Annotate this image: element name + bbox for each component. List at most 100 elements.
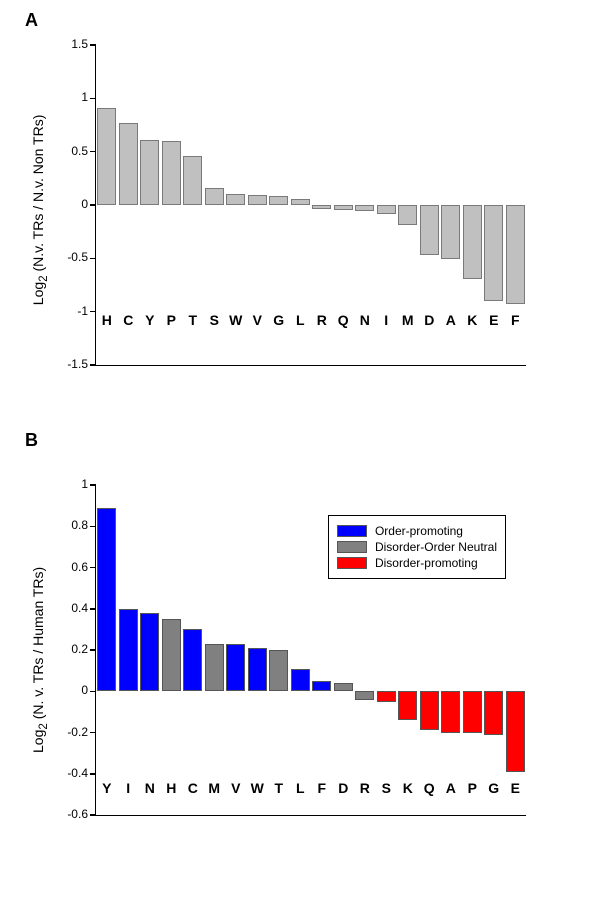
bar: [140, 613, 159, 691]
bar: [420, 691, 439, 730]
ytick-label: 0.5: [48, 144, 88, 158]
bar: [205, 644, 224, 691]
ytick-label: 0.2: [48, 642, 88, 656]
bar: [248, 195, 267, 205]
legend-label: Disorder-promoting: [375, 556, 478, 570]
category-label: E: [483, 312, 505, 328]
ytick-label: 0.4: [48, 601, 88, 615]
bar: [140, 140, 159, 205]
ytick: [90, 204, 96, 206]
category-label: R: [311, 312, 333, 328]
category-label: C: [182, 780, 204, 796]
ytick-label: 0: [48, 683, 88, 697]
ytick: [90, 814, 96, 816]
ytick-label: -0.6: [48, 807, 88, 821]
chart-a: Log2 (N.v. TRs / N.v. Non TRs) -1.5-1-0.…: [0, 20, 600, 400]
category-label: H: [161, 780, 183, 796]
bar: [334, 683, 353, 691]
category-label: T: [182, 312, 204, 328]
category-label: E: [505, 780, 527, 796]
bar: [420, 205, 439, 255]
ytick: [90, 526, 96, 528]
category-label: G: [268, 312, 290, 328]
bar: [355, 205, 374, 211]
bar: [484, 205, 503, 301]
chart-a-ylabel: Log2 (N.v. TRs / N.v. Non TRs): [30, 80, 50, 340]
chart-b: Log2 (N. v. TRs / Human TRs) -0.6-0.4-0.…: [0, 470, 600, 870]
legend-swatch: [337, 541, 367, 553]
category-label: L: [290, 312, 312, 328]
bar: [226, 644, 245, 691]
bar: [248, 648, 267, 691]
bar: [463, 691, 482, 732]
category-label: P: [462, 780, 484, 796]
ytick: [90, 691, 96, 693]
category-label: L: [290, 780, 312, 796]
ytick-label: 0.6: [48, 560, 88, 574]
bar: [183, 156, 202, 205]
category-label: D: [333, 780, 355, 796]
ytick-label: 1: [48, 477, 88, 491]
bar: [205, 188, 224, 205]
panel-label-b: B: [25, 430, 38, 451]
ytick-label: -0.4: [48, 766, 88, 780]
ytick-label: -1: [48, 304, 88, 318]
bar: [226, 194, 245, 205]
bar: [97, 108, 116, 205]
ytick: [90, 773, 96, 775]
category-label: N: [139, 780, 161, 796]
ytick: [90, 732, 96, 734]
page: A Log2 (N.v. TRs / N.v. Non TRs) -1.5-1-…: [0, 0, 600, 900]
bar: [119, 609, 138, 692]
category-label: W: [247, 780, 269, 796]
ytick-label: -0.2: [48, 725, 88, 739]
bar: [377, 691, 396, 701]
category-label: Y: [139, 312, 161, 328]
bar: [291, 199, 310, 205]
legend: Order-promotingDisorder-Order NeutralDis…: [328, 515, 506, 579]
bar: [334, 205, 353, 210]
category-label: G: [483, 780, 505, 796]
bar: [162, 619, 181, 691]
category-label: Q: [333, 312, 355, 328]
legend-item: Disorder-promoting: [337, 556, 497, 570]
bar: [484, 691, 503, 734]
category-label: T: [268, 780, 290, 796]
ytick-label: 0.8: [48, 518, 88, 532]
bar: [269, 650, 288, 691]
category-label: C: [118, 312, 140, 328]
bar: [269, 196, 288, 205]
bar: [312, 681, 331, 691]
category-label: Q: [419, 780, 441, 796]
ytick: [90, 608, 96, 610]
category-label: S: [204, 312, 226, 328]
category-label: H: [96, 312, 118, 328]
bar: [291, 669, 310, 692]
bar: [355, 691, 374, 699]
category-label: D: [419, 312, 441, 328]
category-label: W: [225, 312, 247, 328]
ytick: [90, 484, 96, 486]
bar: [441, 691, 460, 732]
category-label: V: [247, 312, 269, 328]
legend-swatch: [337, 557, 367, 569]
ytick: [90, 258, 96, 260]
ytick: [90, 364, 96, 366]
category-label: K: [397, 780, 419, 796]
bar: [377, 205, 396, 214]
category-label: N: [354, 312, 376, 328]
ytick-label: 0: [48, 197, 88, 211]
category-label: F: [505, 312, 527, 328]
legend-item: Disorder-Order Neutral: [337, 540, 497, 554]
category-label: K: [462, 312, 484, 328]
ytick-label: -0.5: [48, 250, 88, 264]
category-label: Y: [96, 780, 118, 796]
category-label: P: [161, 312, 183, 328]
ytick: [90, 567, 96, 569]
category-label: S: [376, 780, 398, 796]
bar: [398, 691, 417, 720]
legend-label: Disorder-Order Neutral: [375, 540, 497, 554]
legend-swatch: [337, 525, 367, 537]
chartA-container-plot: -1.5-1-0.500.511.5HCYPTSWVGLRQNIMDAKEF: [95, 45, 526, 366]
bar: [119, 123, 138, 205]
